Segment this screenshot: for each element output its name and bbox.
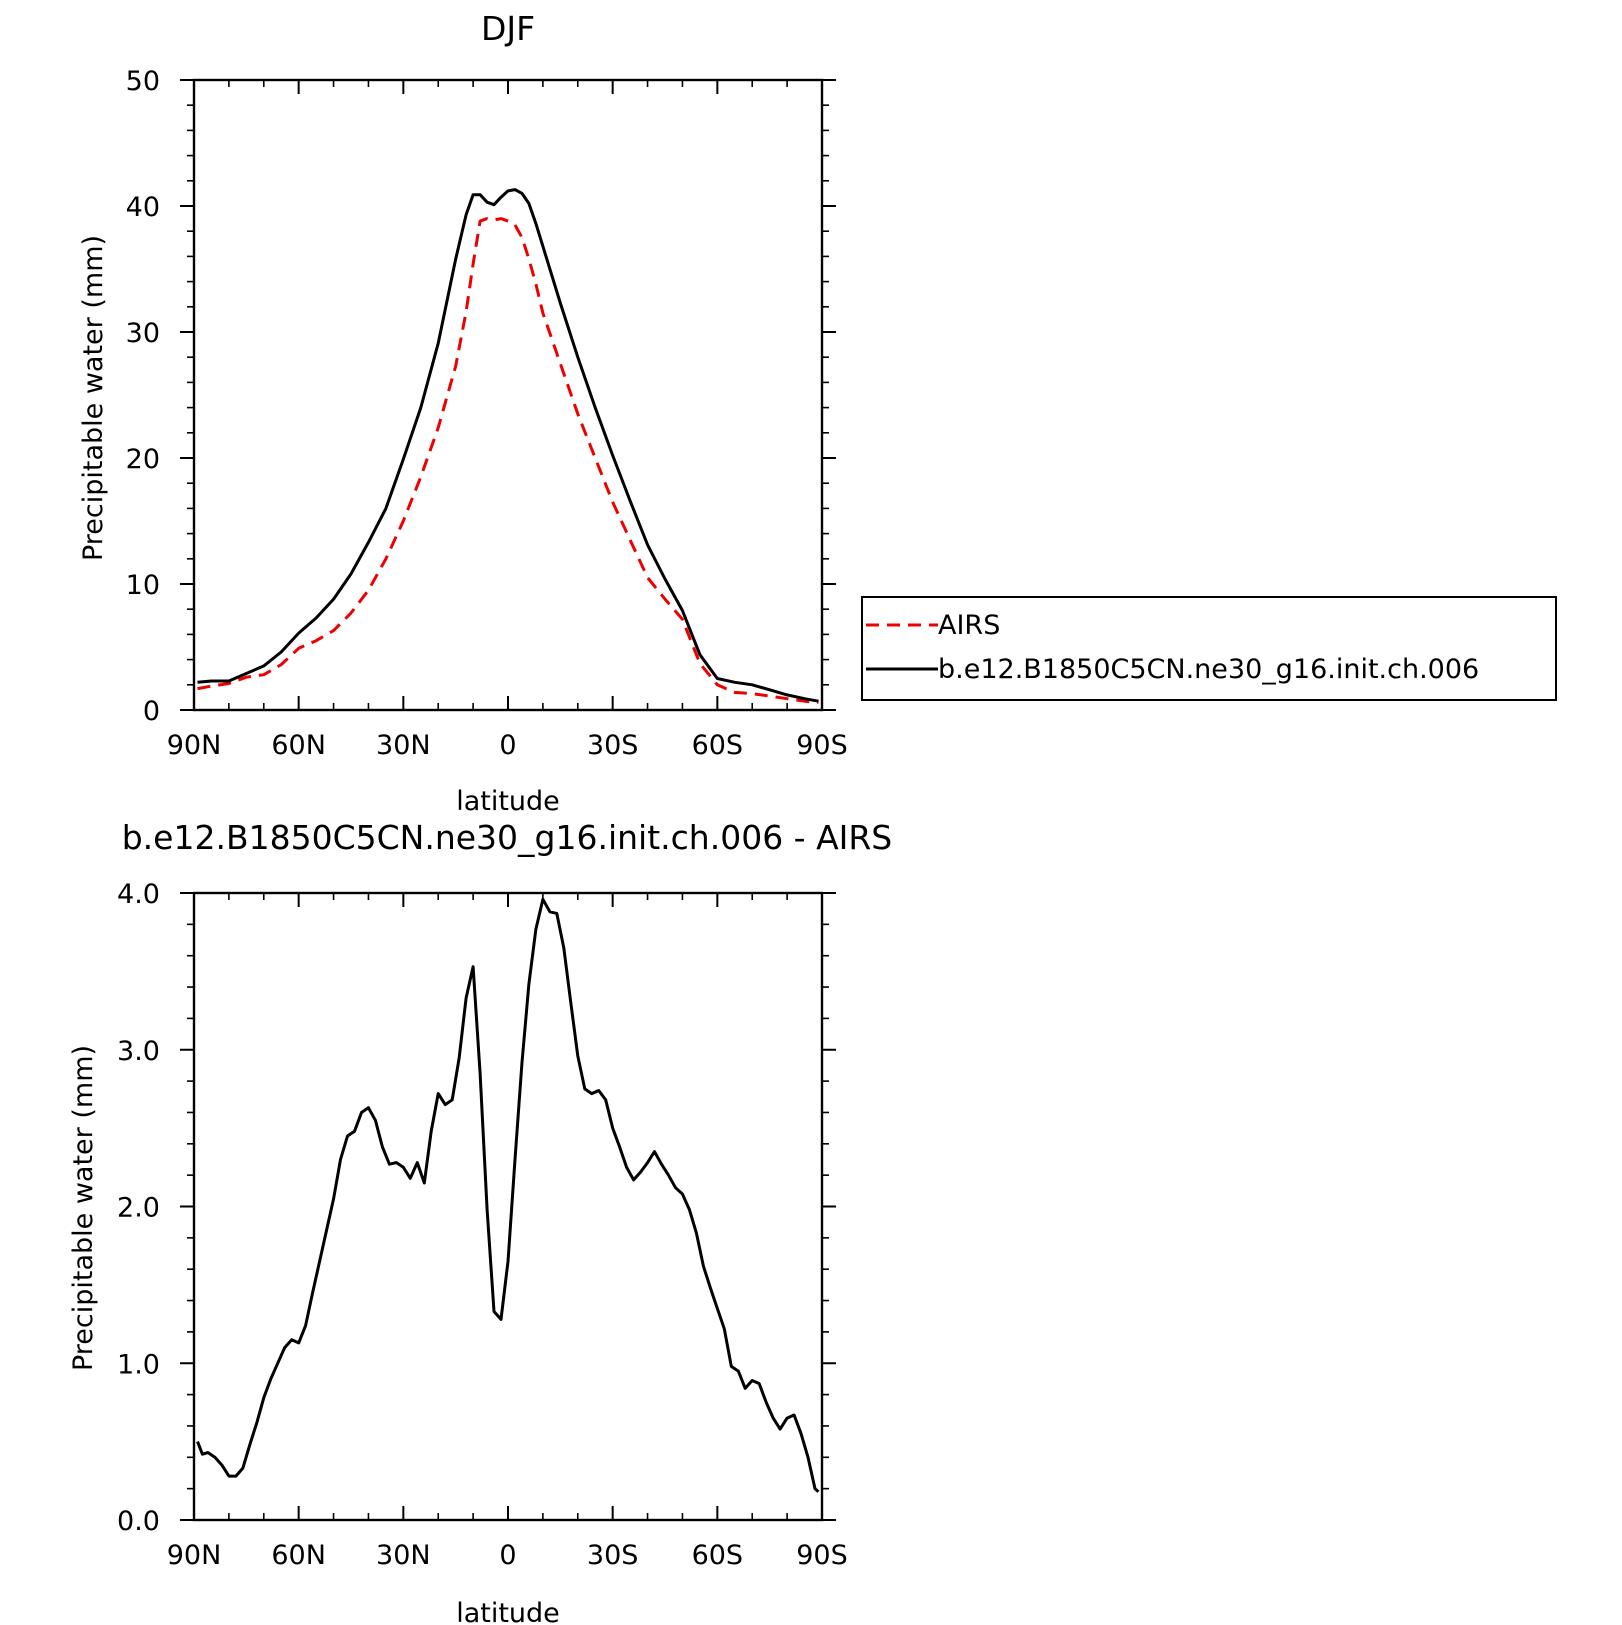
bottom-y-tick-label: 4.0 [117, 879, 160, 910]
top-x-tick-label: 90S [796, 730, 848, 761]
top-y-tick-label: 0 [143, 696, 160, 727]
bottom-series-group [196, 897, 820, 1493]
top-x-tick-label: 0 [499, 730, 516, 761]
top-plot-frame [192, 78, 824, 712]
top-x-tick-label: 60N [271, 730, 326, 761]
top-ticks: 90N 60N 30N 0 30S 60S 90S 0 10 20 30 40 50 [126, 66, 848, 761]
bottom-series-line-difference [196, 897, 820, 1493]
top-x-axis-label: latitude [456, 786, 560, 817]
top-y-tick-label: 10 [126, 570, 160, 601]
bottom-chart-title: b.e12.B1850C5CN.ne30_g16.init.ch.006 - A… [122, 818, 893, 857]
top-x-tick-label: 90N [167, 730, 222, 761]
bottom-ticks: 90N 60N 30N 0 30S 60S 90S 0.0 1.0 2.0 3.0 4.0 [117, 879, 848, 1571]
bottom-y-axis-label: Precipitable water (mm) [68, 1045, 99, 1371]
legend: AIRS b.e12.B1850C5CN.ne30_g16.init.ch.00… [861, 596, 1557, 701]
bottom-y-tick-label: 3.0 [117, 1036, 160, 1067]
top-x-tick-label: 60S [692, 730, 744, 761]
top-y-axis-label: Precipitable water (mm) [78, 235, 109, 561]
top-y-tick-label: 40 [126, 192, 160, 223]
bottom-x-axis-label: latitude [456, 1598, 560, 1625]
bottom-y-tick-label: 0.0 [117, 1506, 160, 1537]
bottom-plot-frame [192, 891, 824, 1522]
legend-box [861, 596, 1557, 701]
bottom-x-tick-label: 30N [376, 1540, 431, 1571]
top-y-tick-label: 50 [126, 66, 160, 97]
top-x-tick-label: 30S [587, 730, 639, 761]
top-chart-title: DJF [481, 9, 535, 48]
legend-label-airs: AIRS [938, 610, 1000, 641]
top-y-tick-label: 30 [126, 318, 160, 349]
bottom-x-tick-label: 30S [587, 1540, 639, 1571]
bottom-panel: b.e12.B1850C5CN.ne30_g16.init.ch.006 - A… [68, 818, 892, 1625]
top-series-group [197, 188, 819, 704]
bottom-x-tick-label: 90N [167, 1540, 222, 1571]
top-series-line-airs [197, 217, 819, 704]
top-y-tick-label: 20 [126, 444, 160, 475]
top-series-line-b-e12-b1850c5cn-ne30-g16-init-ch-006 [197, 188, 819, 703]
bottom-x-tick-label: 60N [271, 1540, 326, 1571]
legend-label-model: b.e12.B1850C5CN.ne30_g16.init.ch.006 [938, 654, 1479, 685]
bottom-x-tick-label: 90S [796, 1540, 848, 1571]
bottom-x-tick-label: 0 [499, 1540, 516, 1571]
top-x-tick-label: 30N [376, 730, 431, 761]
bottom-y-tick-label: 2.0 [117, 1193, 160, 1224]
bottom-x-tick-label: 60S [692, 1540, 744, 1571]
top-panel: DJF Precipitable water (mm) latitude 90N… [78, 9, 848, 817]
bottom-y-tick-label: 1.0 [117, 1349, 160, 1380]
